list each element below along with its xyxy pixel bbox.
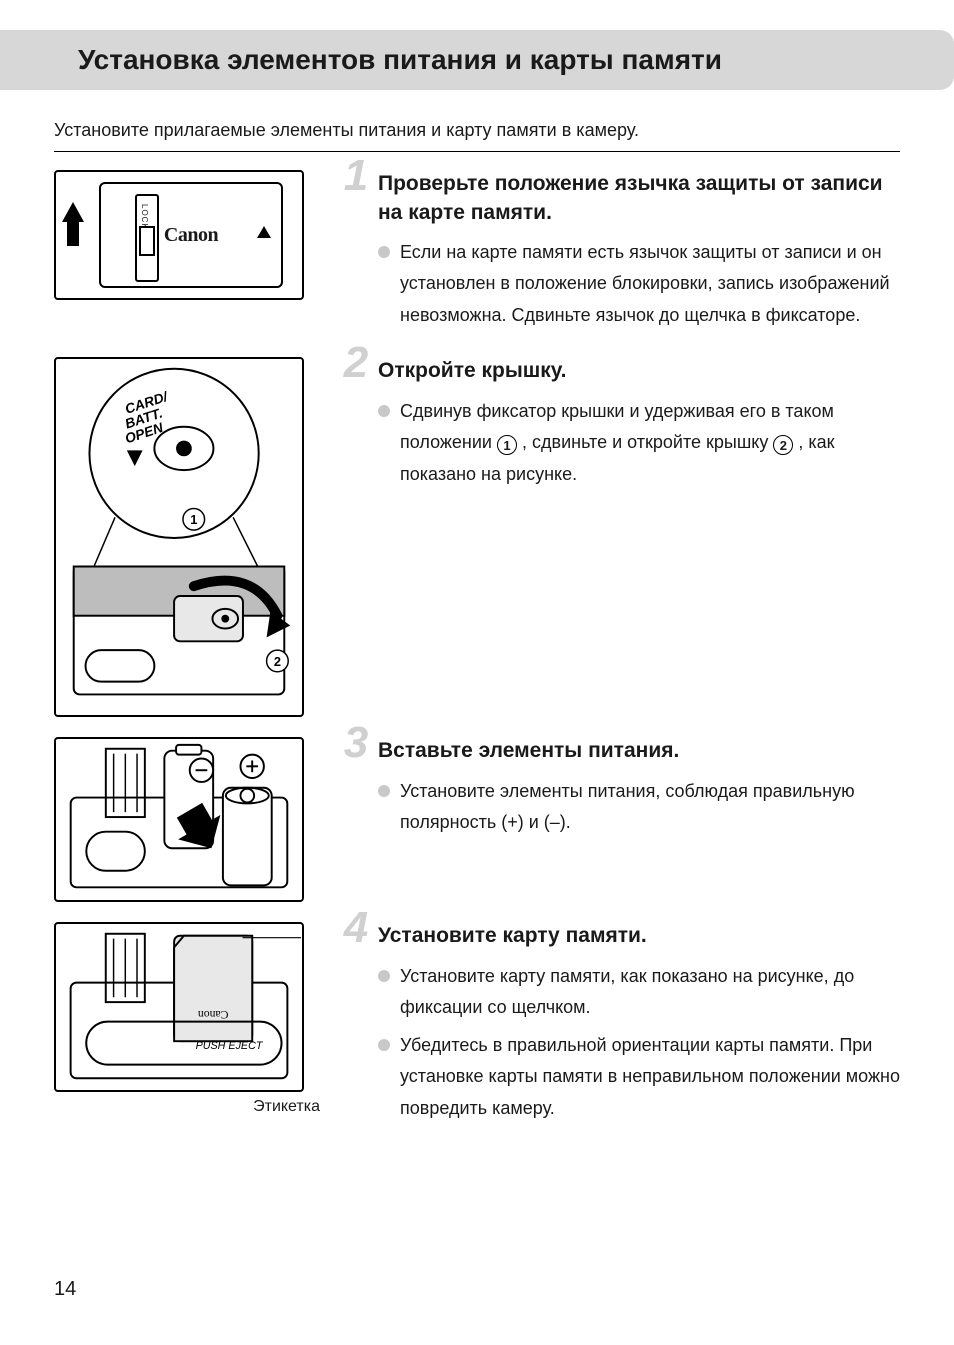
text-col: 1 Проверьте положение язычка защиты от з… — [334, 170, 900, 337]
step-title: Откройте крышку. — [378, 357, 900, 385]
list-item: Установите карту памяти, как показано на… — [378, 961, 900, 1024]
step-title: Проверьте положение язычка защиты от зап… — [378, 170, 900, 227]
bullet-list: Сдвинув фиксатор крышки и удерживая его … — [378, 396, 900, 491]
step-1: LOCK Canon 1 Проверьте положение язычка … — [54, 170, 900, 337]
figure-1-sdcard: LOCK Canon — [54, 170, 304, 300]
steps-container: LOCK Canon 1 Проверьте положение язычка … — [54, 170, 900, 1130]
inline-marker-1: 1 — [497, 435, 517, 455]
text-col: 3 Вставьте элементы питания. Установите … — [334, 737, 900, 844]
open-cover-diagram: CARD/ BATT. OPEN 1 — [56, 359, 302, 715]
up-arrow-icon — [62, 202, 84, 222]
list-item: Установите элементы питания, соблюдая пр… — [378, 776, 900, 839]
text-col: 4 Установите карту памяти. Установите ка… — [334, 922, 900, 1130]
figure-col — [54, 737, 334, 902]
step-4: Canon PUSH EJECT Этикетка 4 Установите к… — [54, 922, 900, 1130]
title-bar: Установка элементов питания и карты памя… — [0, 30, 954, 90]
figure-4-memorycard: Canon PUSH EJECT — [54, 922, 304, 1092]
figure-2-open-cover: CARD/ BATT. OPEN 1 — [54, 357, 304, 717]
bullet-list: Если на карте памяти есть язычок защиты … — [378, 237, 900, 332]
step-number: 4 — [334, 906, 378, 950]
figure-col: LOCK Canon — [54, 170, 334, 300]
text-col: 2 Откройте крышку. Сдвинув фиксатор крыш… — [334, 357, 900, 496]
step-number: 2 — [334, 341, 378, 385]
brand-label: Canon — [164, 224, 218, 247]
triangle-icon — [257, 226, 271, 238]
page-number: 14 — [54, 1278, 76, 1301]
step-number: 1 — [334, 154, 378, 198]
figure-4-caption: Этикетка — [54, 1098, 324, 1116]
marker-1: 1 — [190, 513, 197, 528]
step-number: 3 — [334, 721, 378, 765]
list-item: Убедитесь в правильной ориентации карты … — [378, 1030, 900, 1125]
divider — [54, 151, 900, 152]
figure-3-batteries — [54, 737, 304, 902]
sd-card: LOCK Canon — [99, 182, 283, 288]
lock-slot: LOCK — [135, 194, 159, 282]
battery-insert-diagram — [56, 739, 302, 900]
figure-col: CARD/ BATT. OPEN 1 — [54, 357, 334, 717]
step-title: Установите карту памяти. — [378, 922, 900, 950]
figure-col: Canon PUSH EJECT Этикетка — [54, 922, 334, 1116]
push-eject-label: PUSH EJECT — [196, 1040, 264, 1052]
bullet-list: Установите карту памяти, как показано на… — [378, 961, 900, 1125]
page-title: Установка элементов питания и карты памя… — [78, 44, 934, 76]
marker-2: 2 — [274, 654, 281, 669]
card-brand: Canon — [198, 1008, 229, 1021]
lock-tab — [139, 226, 155, 256]
inline-marker-2: 2 — [773, 435, 793, 455]
memorycard-insert-diagram: Canon PUSH EJECT — [56, 924, 302, 1090]
step-title: Вставьте элементы питания. — [378, 737, 900, 765]
list-item: Если на карте памяти есть язычок защиты … — [378, 237, 900, 332]
manual-page: Установка элементов питания и карты памя… — [0, 0, 954, 1345]
list-item: Сдвинув фиксатор крышки и удерживая его … — [378, 396, 900, 491]
intro-paragraph: Установите прилагаемые элементы питания … — [54, 118, 900, 143]
step-2: CARD/ BATT. OPEN 1 — [54, 357, 900, 717]
bullet-list: Установите элементы питания, соблюдая пр… — [378, 776, 900, 839]
step-3: 3 Вставьте элементы питания. Установите … — [54, 737, 900, 902]
